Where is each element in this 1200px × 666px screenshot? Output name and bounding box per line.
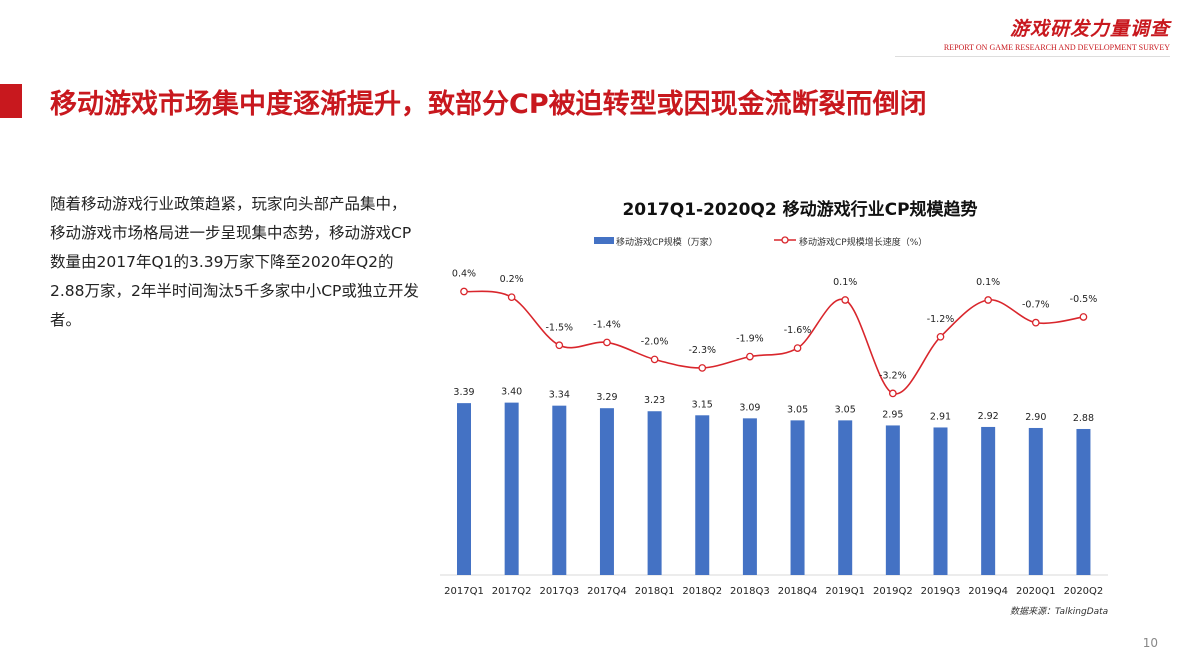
bar bbox=[457, 403, 471, 575]
bar-data-label: 3.29 bbox=[596, 392, 617, 403]
bar bbox=[552, 405, 567, 575]
x-tick-label: 2020Q1 bbox=[1016, 586, 1056, 597]
x-tick-label: 2019Q1 bbox=[825, 586, 865, 597]
x-tick-label: 2019Q4 bbox=[968, 586, 1008, 597]
bar bbox=[599, 408, 614, 575]
line-point bbox=[555, 341, 564, 350]
growth-line bbox=[463, 290, 1084, 395]
line-point bbox=[698, 364, 707, 372]
legend-line-label: 移动游戏CP规模增长速度（%） bbox=[799, 236, 927, 248]
x-tick-label: 2020Q2 bbox=[1064, 586, 1104, 597]
x-tick-label: 2019Q3 bbox=[921, 586, 961, 597]
bar-data-label: 2.88 bbox=[1073, 413, 1094, 424]
line-point bbox=[1079, 313, 1088, 321]
line-point bbox=[841, 296, 850, 304]
x-tick-label: 2017Q1 bbox=[444, 586, 484, 597]
line-data-label: -1.9% bbox=[736, 334, 764, 345]
line-point bbox=[603, 338, 611, 347]
line-point bbox=[984, 296, 993, 304]
bar bbox=[504, 402, 519, 575]
brand-subtitle: REPORT ON GAME RESEARCH AND DEVELOPMENT … bbox=[943, 43, 1170, 52]
bar-data-label: 3.15 bbox=[692, 399, 713, 410]
x-tick-label: 2018Q1 bbox=[635, 586, 675, 597]
bar-data-label: 3.05 bbox=[835, 404, 856, 415]
bar-data-label: 3.39 bbox=[453, 387, 474, 398]
line-point bbox=[460, 287, 468, 296]
line-data-label: -0.5% bbox=[1070, 294, 1098, 305]
line-point bbox=[746, 352, 754, 361]
legend-bar-label: 移动游戏CP规模（万家） bbox=[616, 236, 718, 248]
body-text: 随着移动游戏行业政策趋紧，玩家向头部产品集中，移动游戏市场格局进一步呈现集中态势… bbox=[50, 195, 419, 329]
bar-data-label: 2.92 bbox=[978, 411, 999, 422]
bar bbox=[1028, 427, 1043, 575]
bar bbox=[981, 426, 996, 575]
line-data-label: -1.5% bbox=[546, 322, 574, 333]
header-divider bbox=[895, 56, 1170, 57]
data-source: 数据来源：TalkingData bbox=[1010, 607, 1109, 617]
line-data-label: 0.1% bbox=[833, 277, 857, 288]
x-tick-label: 2018Q4 bbox=[778, 586, 818, 597]
line-data-label: -2.3% bbox=[688, 345, 716, 356]
line-data-label: -1.2% bbox=[927, 314, 955, 325]
bar bbox=[933, 427, 948, 575]
line-data-label: -2.0% bbox=[641, 336, 669, 347]
x-tick-label: 2017Q4 bbox=[587, 586, 627, 597]
bar bbox=[838, 420, 853, 575]
bar-data-label: 3.34 bbox=[549, 390, 570, 401]
legend-line-marker bbox=[781, 236, 789, 244]
bar-data-label: 3.09 bbox=[739, 402, 760, 413]
chart-title: 2017Q1-2020Q2 移动游戏行业CP规模趋势 bbox=[622, 200, 978, 220]
line-data-label: -1.6% bbox=[784, 325, 812, 336]
bar-data-label: 3.05 bbox=[787, 404, 808, 415]
line-point bbox=[650, 355, 659, 364]
legend-bar-swatch bbox=[594, 237, 614, 244]
line-data-label: 0.4% bbox=[452, 269, 476, 280]
title-accent-bar bbox=[0, 84, 22, 118]
bar bbox=[695, 415, 710, 575]
line-point bbox=[936, 332, 945, 341]
line-point bbox=[1031, 318, 1040, 327]
line-point bbox=[793, 344, 802, 352]
bar-data-label: 3.23 bbox=[644, 395, 665, 406]
page-number: 10 bbox=[1142, 636, 1158, 650]
bar bbox=[647, 411, 662, 575]
bar-data-label: 3.40 bbox=[501, 387, 522, 398]
brand-name: 游戏研发力量调查 bbox=[1009, 18, 1170, 40]
bar bbox=[790, 420, 805, 575]
bar-data-label: 2.90 bbox=[1025, 412, 1046, 423]
line-data-label: 0.1% bbox=[976, 277, 1000, 288]
bar bbox=[742, 418, 757, 575]
brand-logo: 游戏研发力量调查 REPORT ON GAME RESEARCH AND DEV… bbox=[944, 14, 1170, 52]
bar-data-label: 2.95 bbox=[882, 409, 903, 420]
bar bbox=[1076, 428, 1091, 575]
bar-data-label: 2.91 bbox=[930, 411, 951, 422]
page-title: 移动游戏市场集中度逐渐提升，致部分CP被迫转型或因现金流断裂而倒闭 bbox=[50, 89, 927, 120]
line-data-label: 0.2% bbox=[500, 274, 524, 285]
x-tick-label: 2018Q2 bbox=[682, 586, 722, 597]
line-data-label: -3.2% bbox=[879, 370, 907, 381]
line-data-label: -1.4% bbox=[593, 319, 621, 330]
x-tick-label: 2018Q3 bbox=[730, 586, 770, 597]
x-tick-label: 2017Q3 bbox=[539, 586, 579, 597]
line-point bbox=[888, 389, 897, 398]
line-data-label: -0.7% bbox=[1022, 300, 1050, 311]
bar bbox=[885, 425, 900, 575]
x-tick-label: 2019Q2 bbox=[873, 586, 913, 597]
x-tick-label: 2017Q2 bbox=[492, 586, 532, 597]
line-point bbox=[507, 293, 516, 302]
